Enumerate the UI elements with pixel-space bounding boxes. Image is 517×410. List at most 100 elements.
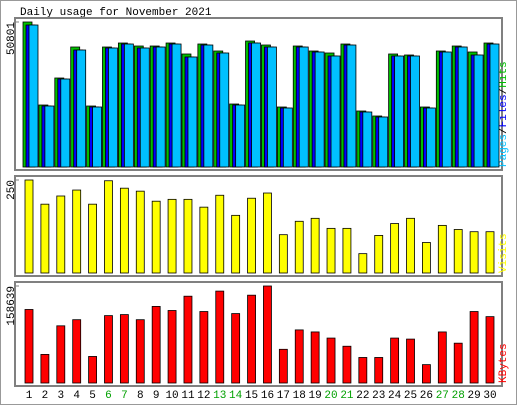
bar (489, 43, 500, 168)
legend: KBytes (498, 343, 510, 383)
x-tick-label: 20 (324, 390, 337, 402)
bar (394, 55, 405, 168)
bar (390, 337, 400, 384)
bar (298, 46, 309, 168)
bar (76, 49, 87, 168)
bar (314, 51, 325, 168)
bar (123, 43, 134, 168)
bar (72, 189, 82, 274)
bar (278, 234, 288, 274)
bar (44, 105, 55, 168)
bar (56, 325, 66, 384)
legend-entry: KBytes (498, 343, 510, 383)
x-tick-label: 10 (165, 390, 178, 402)
bar (56, 195, 66, 274)
x-tick-label: 8 (137, 390, 144, 402)
x-tick-label: 25 (404, 390, 417, 402)
x-tick-label: 28 (452, 390, 465, 402)
bar (294, 329, 304, 384)
x-tick-label: 9 (153, 390, 160, 402)
bar (28, 24, 39, 168)
bar (40, 354, 50, 384)
x-tick-label: 5 (89, 390, 96, 402)
x-tick-label: 13 (213, 390, 226, 402)
x-tick-label: 18 (293, 390, 306, 402)
bar (390, 223, 400, 274)
bar (469, 311, 479, 384)
bar (374, 357, 384, 384)
bar (104, 180, 113, 274)
bar (72, 319, 82, 384)
bar (199, 206, 209, 274)
bar (406, 338, 415, 384)
bar (473, 54, 484, 168)
x-tick-label: 16 (261, 390, 274, 402)
bar (167, 198, 177, 274)
bar (358, 357, 368, 384)
bar (358, 253, 368, 274)
bar (426, 107, 436, 168)
x-tick-label: 15 (245, 390, 258, 402)
bar (119, 187, 129, 274)
y-tick-label: 158639 (6, 286, 18, 326)
bar (453, 229, 463, 274)
bar (171, 43, 182, 168)
legend-entry: Hits (498, 61, 510, 87)
bar (92, 106, 102, 168)
bar (278, 348, 288, 384)
bar (485, 231, 495, 274)
bar (342, 345, 352, 384)
bar (342, 227, 352, 274)
bar (263, 192, 272, 274)
x-tick-label: 24 (388, 390, 402, 402)
bar (251, 42, 261, 168)
bar (60, 78, 71, 168)
bar (437, 224, 447, 274)
bar (155, 46, 166, 168)
bar (437, 331, 447, 384)
bar (457, 46, 468, 168)
x-tick-label: 14 (229, 390, 243, 402)
bar (135, 190, 145, 274)
bar (263, 285, 272, 384)
x-tick-label: 19 (309, 390, 322, 402)
bar (422, 242, 431, 274)
bar (187, 56, 198, 168)
bar (310, 217, 320, 274)
x-tick-label: 7 (121, 390, 128, 402)
bar (24, 309, 34, 384)
bar (104, 315, 113, 384)
bar (88, 356, 97, 384)
bar (267, 46, 277, 168)
legend-separator: / (498, 88, 510, 95)
y-tick-label: 50801 (6, 22, 18, 55)
bar (135, 319, 145, 384)
bar (282, 107, 293, 168)
bar (485, 316, 495, 384)
legend-separator: / (498, 127, 510, 134)
x-tick-label: 21 (340, 390, 354, 402)
bar (231, 313, 241, 384)
bar (215, 290, 225, 384)
bar (422, 364, 431, 384)
bar (151, 200, 161, 274)
bar (203, 44, 214, 168)
bar (219, 52, 230, 168)
bar (374, 235, 384, 274)
bar (469, 231, 479, 274)
bar (346, 44, 357, 168)
x-tick-label: 17 (277, 390, 290, 402)
bar (183, 198, 193, 274)
x-tick-label: 12 (197, 390, 210, 402)
x-tick-label: 27 (436, 390, 449, 402)
x-tick-label: 26 (420, 390, 433, 402)
bar (40, 203, 50, 274)
bar (453, 342, 463, 384)
bar (108, 47, 118, 168)
bar (326, 227, 336, 274)
legend: Pages/Files/Hits (498, 61, 510, 167)
x-tick-label: 4 (73, 390, 80, 402)
bar (294, 220, 304, 274)
bar (183, 295, 193, 384)
